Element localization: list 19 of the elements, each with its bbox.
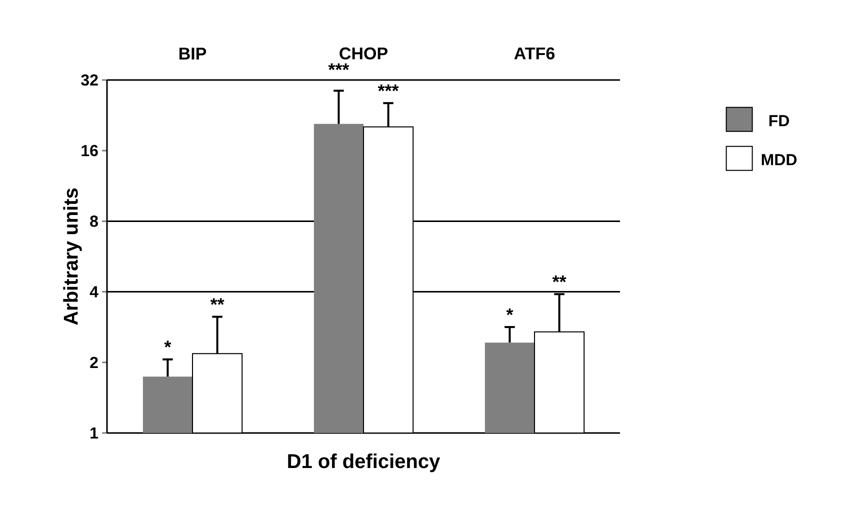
legend-label: MDD — [762, 154, 797, 166]
y-tick-label: 4 — [90, 286, 98, 298]
annotation: * — [164, 340, 172, 348]
annotation: * — [506, 308, 514, 316]
x-axis-title: D1 of deficiency — [288, 454, 440, 472]
y-tick-label: 16 — [82, 144, 98, 156]
annotation: *** — [378, 84, 399, 92]
text: *** — [328, 63, 350, 70]
y-tick-label: 32 — [81, 74, 98, 86]
y-tick-label: 2 — [90, 356, 98, 368]
x-tick-label: ATF6 — [514, 47, 555, 60]
legend-label: FD — [769, 115, 790, 126]
y-tick-label: 1 — [90, 427, 98, 439]
annotation: ** — [552, 276, 566, 282]
x-tick-label: BIP — [179, 48, 206, 60]
annotation: ** — [210, 298, 224, 305]
y-axis-title: Arbitrary units — [63, 188, 82, 325]
x-tick-label: CHOP — [340, 47, 388, 60]
y-tick-label: 8 — [90, 216, 98, 227]
